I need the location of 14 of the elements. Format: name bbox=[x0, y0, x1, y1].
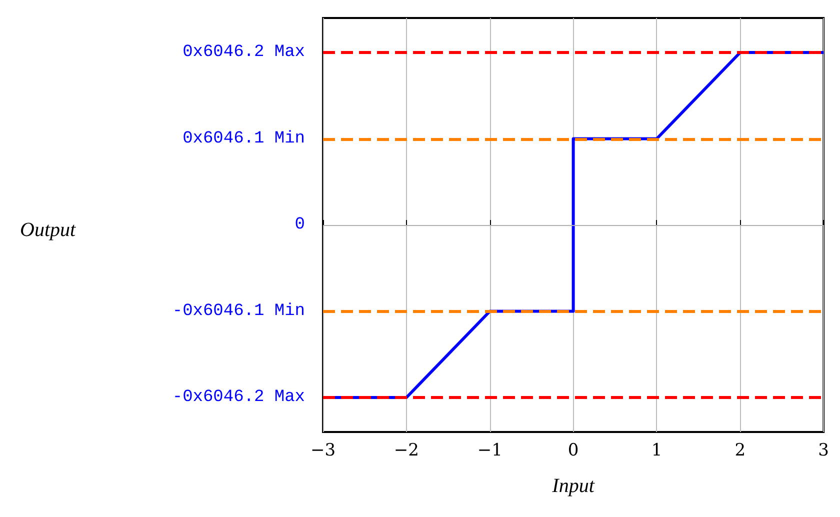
x-tick-label: 3 bbox=[818, 440, 830, 460]
text: Output bbox=[20, 219, 76, 241]
x-tick-label: 2 bbox=[734, 440, 746, 460]
x-tick-label: −2 bbox=[394, 440, 419, 460]
x-tick-label: −3 bbox=[310, 440, 336, 460]
x-tick-label: 0 bbox=[568, 440, 579, 460]
ref-line-label: -0x6046.1 Min bbox=[172, 302, 305, 321]
ref-line-label: 0x6046.2 Max bbox=[182, 43, 305, 62]
x-tick-label: 1 bbox=[651, 440, 662, 460]
ref-line-label: 0x6046.1 Min bbox=[182, 129, 305, 148]
ref-line-label: -0x6046.2 Max bbox=[172, 388, 305, 407]
x-tick-label: −1 bbox=[477, 440, 502, 460]
ref-line-label: 0 bbox=[294, 216, 305, 234]
x-axis-title: Input bbox=[551, 475, 595, 497]
